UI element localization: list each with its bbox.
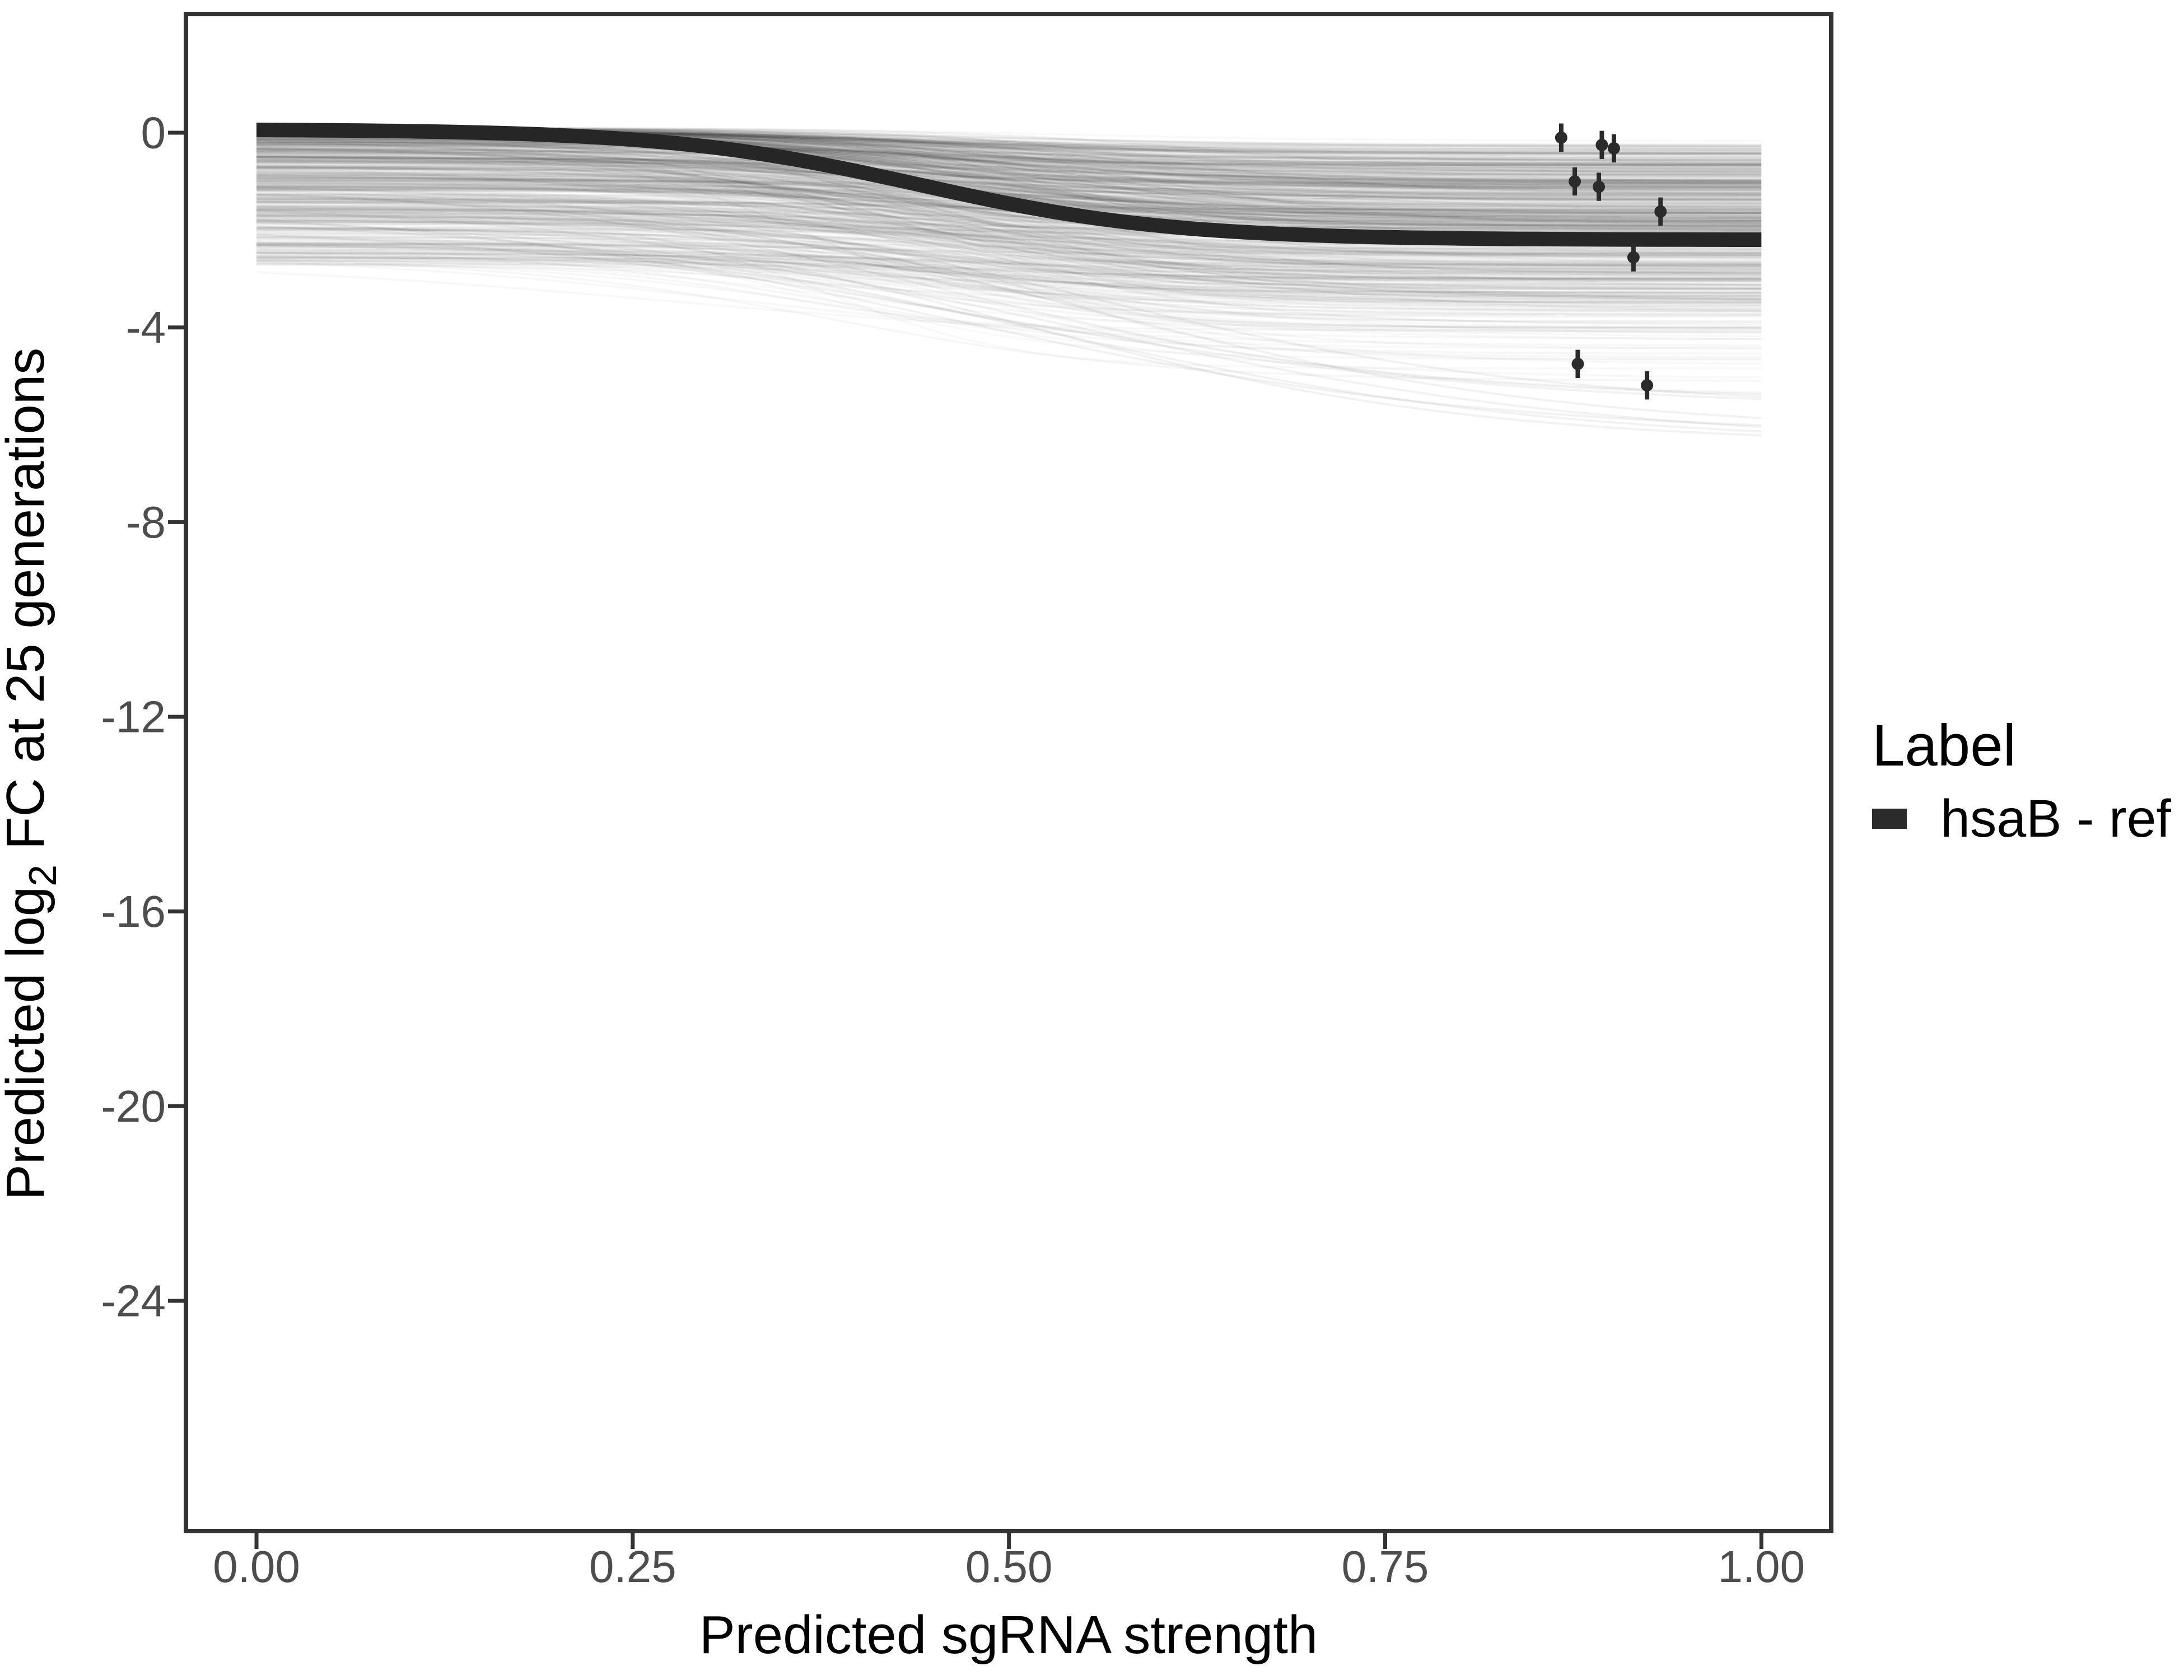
y-tick-label: -8 (126, 497, 166, 547)
panel-border (184, 12, 1833, 1533)
data-point (1627, 251, 1640, 264)
y-axis-title-part2: FC at 25 generations (0, 348, 55, 865)
y-tick-label: -4 (126, 302, 166, 352)
x-tick-label: 0.25 (589, 1542, 676, 1592)
x-axis-title: Predicted sgRNA strength (699, 1605, 1318, 1665)
posterior-draw-outlier-line (256, 192, 1762, 395)
data-point (1595, 138, 1608, 151)
data-point (1571, 357, 1584, 370)
y-axis-title: Predicted log2 FC at 25 generations (0, 348, 64, 1200)
posterior-draw-outlier-line (256, 194, 1762, 419)
legend-title: Label (1872, 713, 2016, 778)
posterior-draw-outlier-line (256, 218, 1762, 427)
data-point (1569, 175, 1581, 188)
y-tick-label: -20 (101, 1081, 166, 1131)
legend-key-line-swatch (1872, 809, 1907, 829)
data-point (1607, 142, 1620, 155)
mean-curve-line (256, 123, 1762, 247)
y-tick-label: 0 (141, 108, 166, 158)
y-axis-title-part1: Predicted log (0, 886, 55, 1200)
data-point (1555, 131, 1567, 144)
y-tick-label: -16 (101, 886, 166, 936)
x-tick-label: 0.00 (213, 1542, 300, 1592)
y-tick-label: -12 (101, 692, 166, 741)
data-point (1641, 379, 1654, 392)
data-points (1555, 123, 1667, 400)
x-tick-label: 0.50 (965, 1542, 1053, 1592)
data-point (1593, 180, 1606, 193)
y-axis: 0 -4 -8 -12 -16 -20 -24 (101, 108, 184, 1326)
posterior-draw-outlier-line (256, 210, 1762, 437)
mean-curve (256, 123, 1762, 247)
posterior-draw-outlier-line (256, 234, 1762, 400)
y-tick-label: -24 (101, 1276, 166, 1326)
x-tick-label: 0.75 (1342, 1542, 1429, 1592)
legend: Label hsaB - ref (1872, 713, 2171, 848)
y-axis-title-subscript: 2 (21, 865, 64, 886)
data-point (1654, 205, 1667, 218)
spaghetti-lines (256, 190, 1762, 437)
posterior-draw-outlier-line (256, 190, 1762, 398)
posterior-draw-outlier-line (256, 225, 1762, 433)
legend-item-label: hsaB - ref (1940, 789, 2171, 848)
posterior-draw-outlier-line (256, 221, 1762, 428)
x-axis: 0.00 0.25 0.50 0.75 1.00 (213, 1533, 1805, 1592)
x-tick-label: 1.00 (1718, 1542, 1805, 1592)
